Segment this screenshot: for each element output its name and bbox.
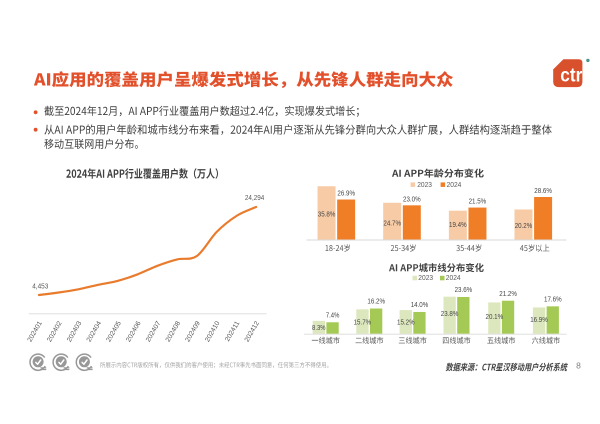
svg-text:2024: 2024 bbox=[446, 275, 461, 282]
svg-text:20.1%: 20.1% bbox=[486, 312, 504, 321]
svg-text:8.3%: 8.3% bbox=[312, 323, 326, 332]
svg-text:23.0%: 23.0% bbox=[403, 194, 421, 203]
svg-text:23.8%: 23.8% bbox=[441, 309, 459, 318]
svg-text:20.2%: 20.2% bbox=[515, 221, 533, 230]
svg-text:2023: 2023 bbox=[417, 182, 432, 189]
svg-text:21.5%: 21.5% bbox=[469, 197, 487, 206]
svg-text:202404: 202404 bbox=[86, 320, 104, 343]
svg-text:202408: 202408 bbox=[165, 320, 183, 343]
svg-text:24.7%: 24.7% bbox=[383, 219, 401, 228]
svg-text:14.0%: 14.0% bbox=[411, 300, 429, 309]
svg-text:7.4%: 7.4% bbox=[326, 311, 340, 320]
svg-text:202412: 202412 bbox=[244, 320, 262, 343]
svg-text:35.8%: 35.8% bbox=[318, 209, 336, 218]
svg-text:ctr: ctr bbox=[560, 66, 583, 87]
svg-text:23.6%: 23.6% bbox=[455, 285, 473, 294]
svg-text:17.6%: 17.6% bbox=[544, 295, 562, 304]
svg-text:202407: 202407 bbox=[145, 320, 163, 343]
svg-text:16.2%: 16.2% bbox=[367, 297, 385, 306]
svg-text:2024: 2024 bbox=[447, 182, 462, 189]
svg-text:202410: 202410 bbox=[204, 320, 222, 343]
svg-text:28.6%: 28.6% bbox=[534, 186, 552, 195]
svg-text:26.9%: 26.9% bbox=[337, 189, 355, 198]
svg-text:24,294: 24,294 bbox=[245, 193, 264, 202]
svg-text:15.7%: 15.7% bbox=[354, 317, 372, 326]
svg-text:202405: 202405 bbox=[105, 320, 123, 343]
svg-text:202406: 202406 bbox=[125, 320, 143, 343]
svg-text:202403: 202403 bbox=[66, 320, 84, 343]
svg-text:4,453: 4,453 bbox=[32, 282, 48, 291]
svg-text:202411: 202411 bbox=[224, 320, 241, 343]
svg-text:202409: 202409 bbox=[184, 320, 202, 343]
svg-text:19.4%: 19.4% bbox=[449, 220, 467, 229]
svg-text:202402: 202402 bbox=[46, 320, 64, 343]
svg-text:21.2%: 21.2% bbox=[499, 289, 517, 298]
svg-text:2023: 2023 bbox=[418, 275, 433, 282]
svg-text:202401: 202401 bbox=[27, 320, 45, 343]
svg-text:15.2%: 15.2% bbox=[397, 317, 415, 326]
svg-text:8: 8 bbox=[576, 360, 581, 370]
svg-text:16.9%: 16.9% bbox=[530, 315, 548, 324]
